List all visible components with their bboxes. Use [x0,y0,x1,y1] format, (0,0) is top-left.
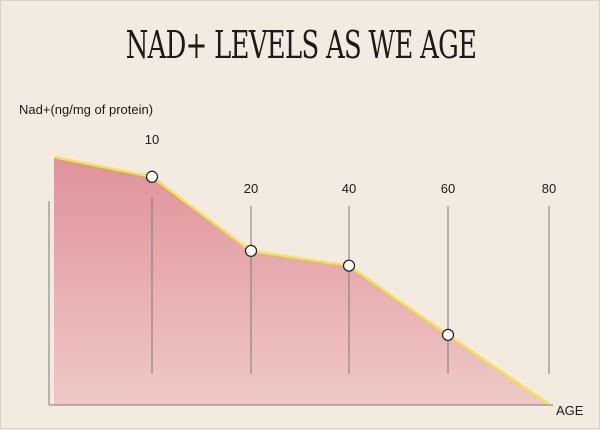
data-point-10 [145,170,159,183]
x-tick-label-60: 60 [441,181,455,196]
data-point-40 [342,259,356,272]
data-point-20 [244,244,258,257]
y-axis-label: Nad+(ng/mg of protein) [19,102,154,117]
x-tick-label-10: 10 [145,132,159,147]
x-tick-label-20: 20 [244,181,258,196]
x-tick-label-40: 40 [342,181,356,196]
area-fill [54,157,549,405]
x-tick-label-80: 80 [542,181,556,196]
chart-title: NAD+ LEVELS AS WE AGE [125,23,477,67]
data-point-60 [441,328,455,341]
x-axis-label: AGE [556,403,584,418]
series-line [53,155,550,406]
